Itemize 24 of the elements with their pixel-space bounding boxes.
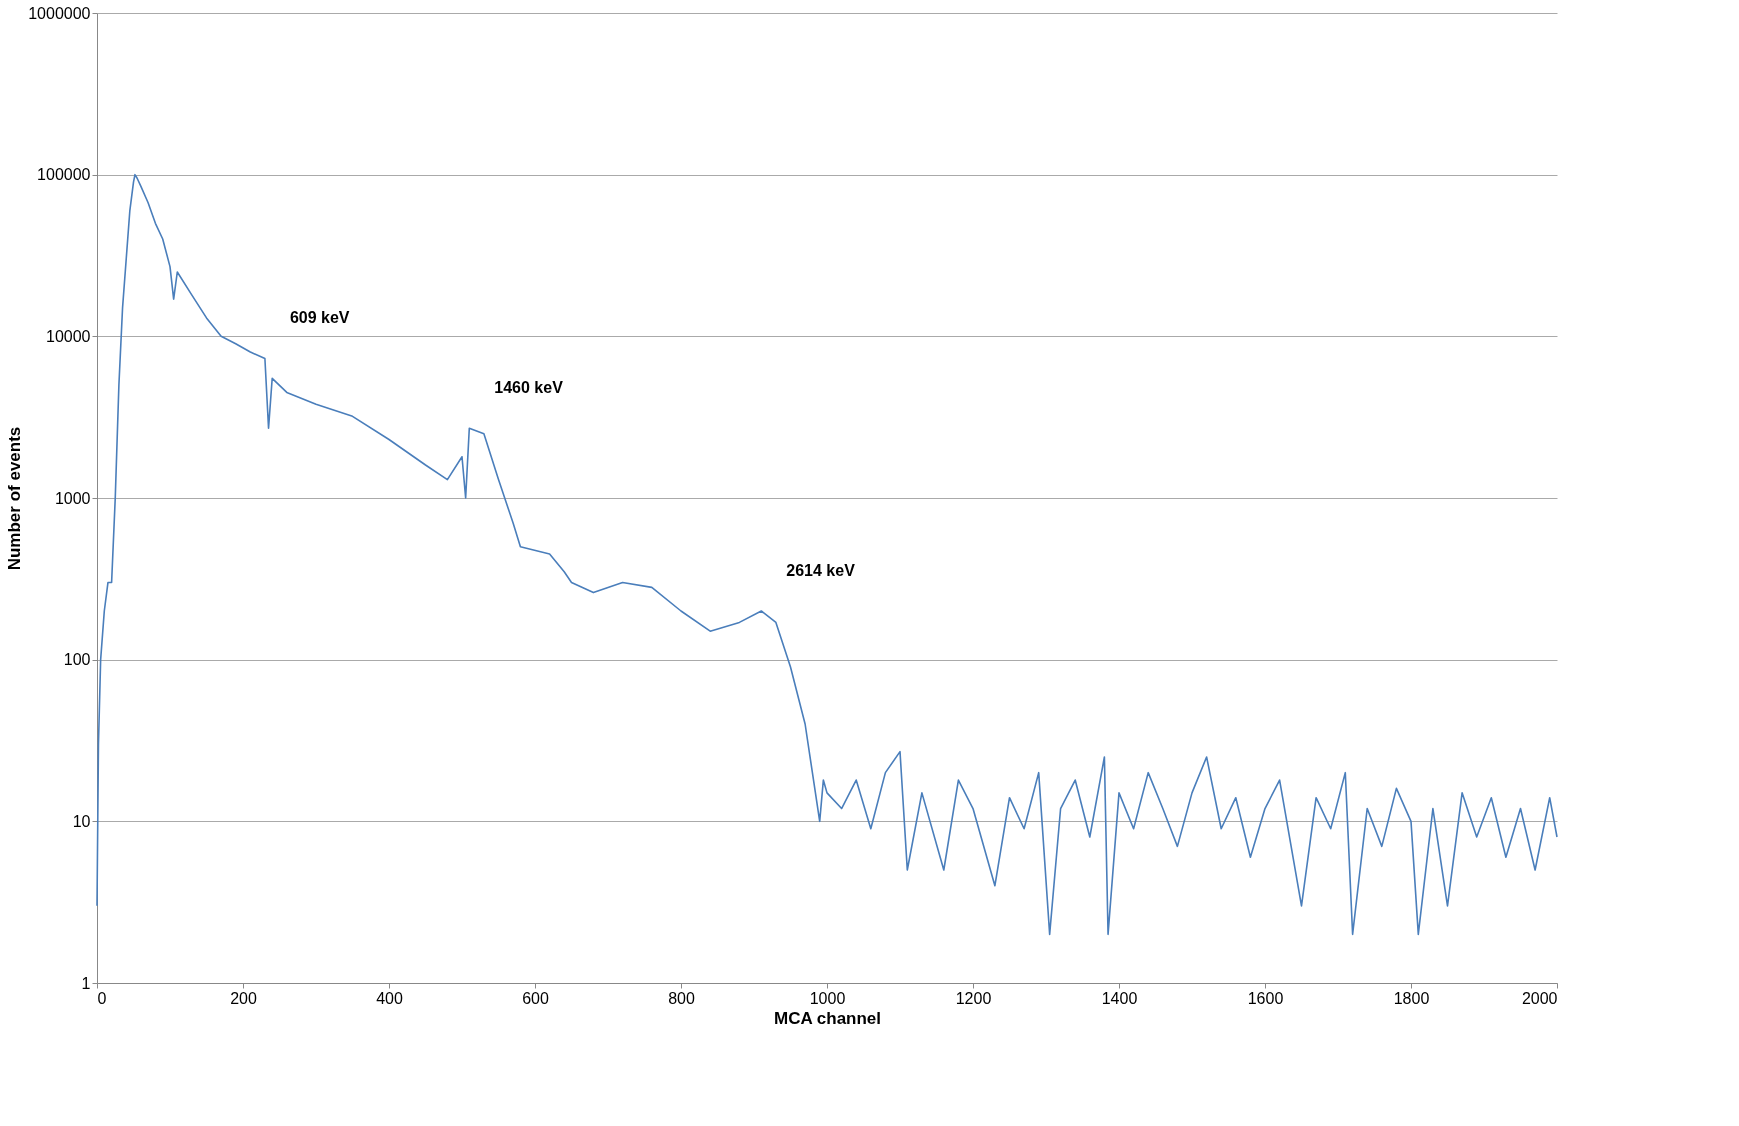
annotation: 2614 keV — [786, 562, 856, 579]
line-series — [96, 173, 1558, 936]
y-tick-label: 10 — [72, 812, 91, 830]
y-tick-label: 10000 — [46, 327, 91, 345]
y-tick-label: 1 — [81, 974, 91, 992]
annotation: 1460 keV — [494, 379, 564, 397]
x-tick-label: 800 — [668, 989, 695, 1007]
y-tick-label: 1000 — [54, 489, 91, 507]
x-tick-label: 1600 — [1247, 989, 1284, 1007]
y-tick-label: 100000 — [37, 166, 91, 184]
x-tick-label: 1000 — [809, 989, 846, 1007]
x-tick-label: 2000 — [1521, 989, 1558, 1007]
y-tick-label: 1000000 — [28, 4, 91, 22]
x-tick-label: 600 — [522, 989, 549, 1007]
x-tick-label: 400 — [376, 989, 403, 1007]
x-tick-label: 0 — [97, 989, 107, 1007]
x-tick-label: 200 — [230, 989, 257, 1007]
x-tick-label: 1400 — [1101, 989, 1138, 1007]
x-tick-label: 1200 — [955, 989, 992, 1007]
y-tick-label: 100 — [63, 651, 91, 669]
y-axis-title: Number of events — [5, 426, 25, 571]
x-axis-title: MCA channel — [773, 1008, 882, 1028]
x-tick-label: 1800 — [1393, 989, 1430, 1007]
annotation: 609 keV — [289, 309, 350, 327]
